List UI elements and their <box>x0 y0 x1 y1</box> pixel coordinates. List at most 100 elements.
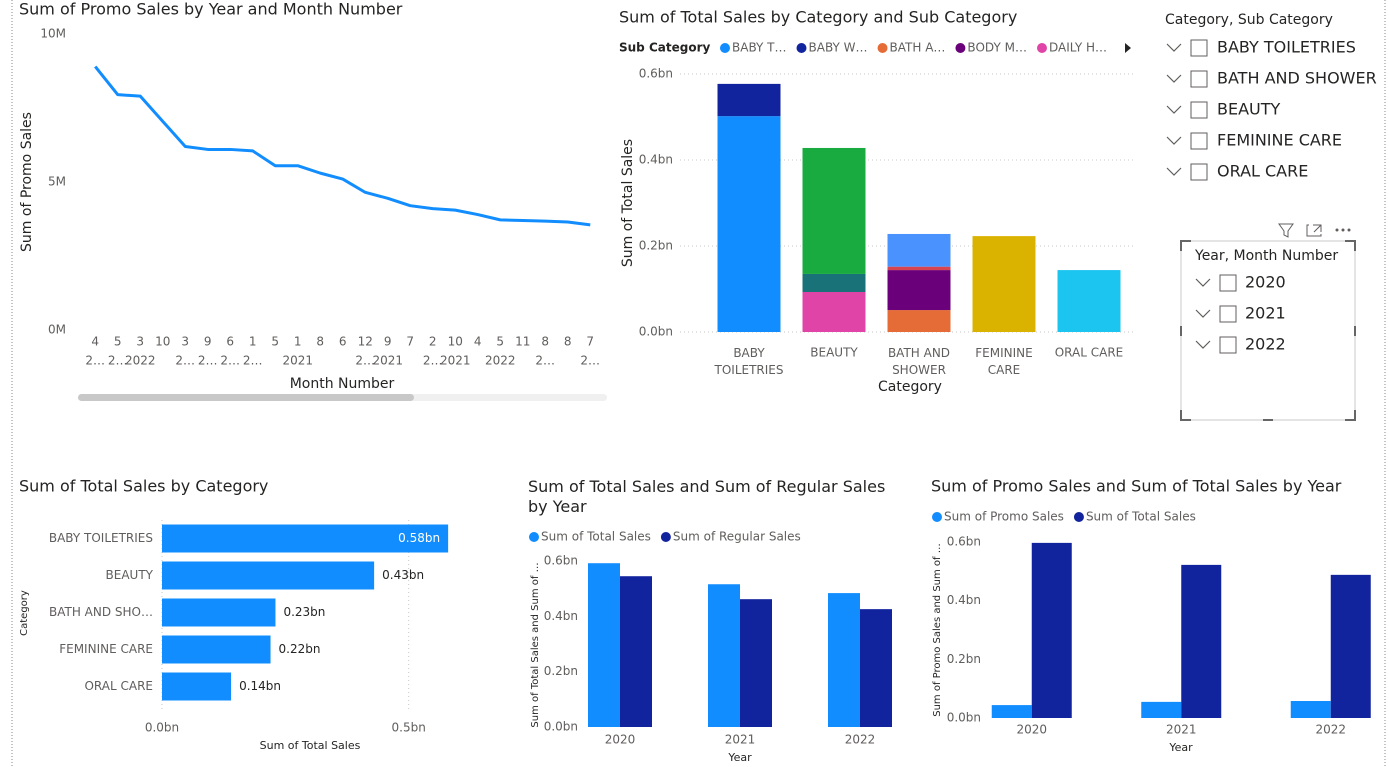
x-tick-label: 0.5bn <box>392 721 426 735</box>
bar <box>162 524 449 553</box>
slicer-item[interactable]: 2021 <box>1245 304 1286 323</box>
bar <box>1141 701 1182 718</box>
legend-label[interactable]: BATH A… <box>890 41 946 55</box>
x-group-label: 2021 <box>372 354 403 368</box>
legend-label[interactable]: BABY T… <box>732 41 787 55</box>
x-tick-label: 8 <box>564 335 572 349</box>
y-axis-title: Category <box>19 590 30 636</box>
x-tick-label: 5 <box>271 335 279 349</box>
expand-chevron[interactable] <box>1195 309 1211 318</box>
expand-chevron[interactable] <box>1195 340 1211 349</box>
checkbox[interactable] <box>1219 305 1237 323</box>
legend-marker <box>1073 512 1084 522</box>
bar-segment <box>802 292 866 332</box>
bar <box>162 672 232 701</box>
x-group-label: 2… <box>535 354 555 368</box>
expand-chevron[interactable] <box>1166 167 1182 176</box>
checkbox[interactable] <box>1190 70 1208 88</box>
checkbox[interactable] <box>1219 274 1237 292</box>
chart-title: Sum of Total Sales and Sum of Regular Sa… <box>528 477 885 516</box>
x-group-label: 2… <box>175 354 195 368</box>
slicer-item[interactable]: ORAL CARE <box>1217 162 1308 181</box>
slicer-item[interactable]: 2020 <box>1245 273 1286 292</box>
x-tick-label: BEAUTY <box>810 346 858 360</box>
checkbox[interactable] <box>1190 163 1208 181</box>
scrollbar-thumb[interactable] <box>78 394 414 401</box>
chart-title: Sum of Total Sales by Category and Sub C… <box>619 8 1017 27</box>
x-tick-label: 1 <box>249 335 257 349</box>
bar-segment <box>887 310 951 332</box>
slicer-item[interactable]: BATH AND SHOWER <box>1217 69 1377 88</box>
bar-segment <box>717 83 781 117</box>
legend-next[interactable] <box>1125 43 1131 53</box>
x-tick-label: ORAL CARE <box>1055 346 1124 360</box>
expand-chevron[interactable] <box>1195 278 1211 287</box>
bar <box>991 705 1032 718</box>
x-tick-label: 2021 <box>1166 723 1197 737</box>
legend-label[interactable]: Sum of Promo Sales <box>944 510 1064 524</box>
legend-marker <box>660 532 671 542</box>
x-tick-label: 2022 <box>845 733 876 747</box>
legend-label[interactable]: DAILY H… <box>1049 41 1107 55</box>
x-tick-label: BATH AND SHOWER <box>888 346 950 377</box>
checkbox[interactable] <box>1190 39 1208 57</box>
legend-label[interactable]: Sum of Regular Sales <box>673 530 801 544</box>
x-tick-label: 9 <box>204 335 212 349</box>
x-axis-title: Month Number <box>290 376 395 392</box>
x-group-label: 2… <box>198 354 218 368</box>
visual-header-icons[interactable] <box>1278 223 1351 238</box>
x-axis-title: Year <box>1168 741 1193 754</box>
slicer-item[interactable]: FEMININE CARE <box>1217 131 1342 150</box>
y-tick-label: BEAUTY <box>106 568 154 582</box>
y-axis-title: Sum of Promo Sales and Sum of … <box>932 543 943 717</box>
y-tick-label: 0.0bn <box>639 325 673 339</box>
slicer-item[interactable]: BEAUTY <box>1217 100 1281 119</box>
x-tick-label: 5 <box>496 335 504 349</box>
bar <box>740 599 772 727</box>
legend-label[interactable]: Sum of Total Sales <box>1086 510 1196 524</box>
bar <box>620 576 652 727</box>
expand-chevron[interactable] <box>1166 105 1182 114</box>
slicer-item[interactable]: 2022 <box>1245 335 1286 354</box>
x-tick-label: 6 <box>339 335 347 349</box>
slicer-item[interactable]: BABY TOILETRIES <box>1217 38 1356 57</box>
bar <box>1031 542 1072 718</box>
expand-chevron[interactable] <box>1166 74 1182 83</box>
expand-chevron[interactable] <box>1166 136 1182 145</box>
legend-marker <box>720 43 730 53</box>
x-tick-label: 11 <box>515 335 530 349</box>
y-tick-label: FEMININE CARE <box>59 642 153 656</box>
y-axis-title: Sum of Total Sales and Sum of … <box>530 562 541 727</box>
y-tick-label: 10M <box>40 27 66 41</box>
legend-label[interactable]: Sum of Total Sales <box>541 530 651 544</box>
y-tick-label: BATH AND SHO… <box>49 605 153 619</box>
bar-segment <box>802 273 866 293</box>
x-tick-label: 10 <box>448 335 463 349</box>
legend-marker <box>1036 43 1047 53</box>
expand-chevron[interactable] <box>1166 43 1182 52</box>
legend-label[interactable]: BABY W… <box>809 41 868 55</box>
slicer-frame <box>1180 240 1356 421</box>
x-group-label: 2… <box>243 354 263 368</box>
x-group-label: 2022 <box>485 354 516 368</box>
x-tick-label: 4 <box>474 335 482 349</box>
checkbox[interactable] <box>1219 336 1237 354</box>
y-tick-label: 0.6bn <box>947 535 981 549</box>
y-tick-label: 0M <box>48 323 66 337</box>
x-tick-label: 8 <box>316 335 324 349</box>
x-group-label: 2… <box>108 354 128 368</box>
legend-label[interactable]: BODY M… <box>967 41 1027 55</box>
x-group-label: 2… <box>423 354 443 368</box>
bar <box>828 593 860 727</box>
x-tick-label: 0.0bn <box>145 721 179 735</box>
y-tick-label: 0.4bn <box>639 153 673 167</box>
y-tick-label: 0.6bn <box>544 554 578 568</box>
checkbox[interactable] <box>1190 101 1208 119</box>
data-label: 0.23bn <box>283 605 325 619</box>
bar <box>162 561 375 590</box>
bar-segment <box>802 147 866 274</box>
x-tick-label: 4 <box>91 335 99 349</box>
checkbox[interactable] <box>1190 132 1208 150</box>
